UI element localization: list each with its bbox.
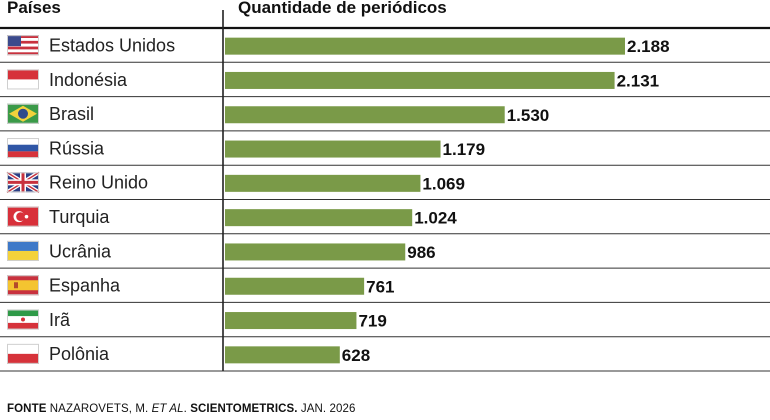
category-label: Polônia (49, 344, 110, 364)
header-quantity: Quantidade de periódicos (238, 0, 447, 17)
flag-uk-icon (5, 170, 41, 195)
flag-turkey-icon (7, 206, 39, 227)
source-label: FONTE (7, 403, 47, 415)
category-label: Irã (49, 310, 71, 330)
bar (225, 37, 625, 55)
category-label: Indonésia (49, 70, 128, 90)
bar (225, 277, 365, 295)
flag-indonesia-icon (7, 69, 39, 90)
value-label: 719 (358, 312, 386, 331)
category-label: Ucrânia (49, 241, 112, 261)
value-label: 1.069 (422, 174, 465, 193)
flag-iran-icon (7, 309, 39, 330)
value-label: 986 (407, 243, 435, 262)
source-date: JAN. 2026 (300, 403, 356, 415)
source-note: FONTE NAZAROVETS, M. ET AL. SCIENTOMETRI… (7, 403, 356, 415)
bar (225, 209, 413, 227)
flag-russia-icon (7, 138, 39, 159)
value-label: 761 (366, 277, 394, 296)
bar-chart: Países Quantidade de periódicos Estados … (0, 0, 770, 372)
value-label: 2.188 (627, 37, 670, 56)
bar (225, 312, 357, 330)
header-countries: Países (7, 0, 61, 17)
category-label: Estados Unidos (49, 35, 175, 55)
source-etal: ET AL (151, 403, 184, 415)
flag-poland-icon (7, 343, 39, 364)
value-label: 1.530 (507, 106, 550, 125)
flag-ukraine-icon (7, 240, 39, 261)
bar (225, 106, 505, 124)
bar (225, 140, 441, 158)
value-label: 2.131 (617, 71, 660, 90)
source-journal: SCIENTOMETRICS. (190, 403, 298, 415)
category-label: Brasil (49, 104, 94, 124)
value-label: 628 (342, 346, 370, 365)
flag-usa-icon (7, 35, 39, 56)
value-label: 1.024 (414, 209, 457, 228)
category-label: Turquia (49, 207, 110, 227)
category-label: Espanha (49, 276, 121, 296)
bar (225, 71, 615, 89)
category-label: Reino Unido (49, 173, 148, 193)
flag-brazil-icon (7, 103, 39, 124)
bar (225, 174, 421, 192)
bar (225, 346, 340, 364)
value-label: 1.179 (443, 140, 486, 159)
bar (225, 243, 406, 261)
category-label: Rússia (49, 138, 105, 158)
flag-spain-icon (7, 275, 39, 296)
source-authors: NAZAROVETS, M. (49, 403, 149, 415)
